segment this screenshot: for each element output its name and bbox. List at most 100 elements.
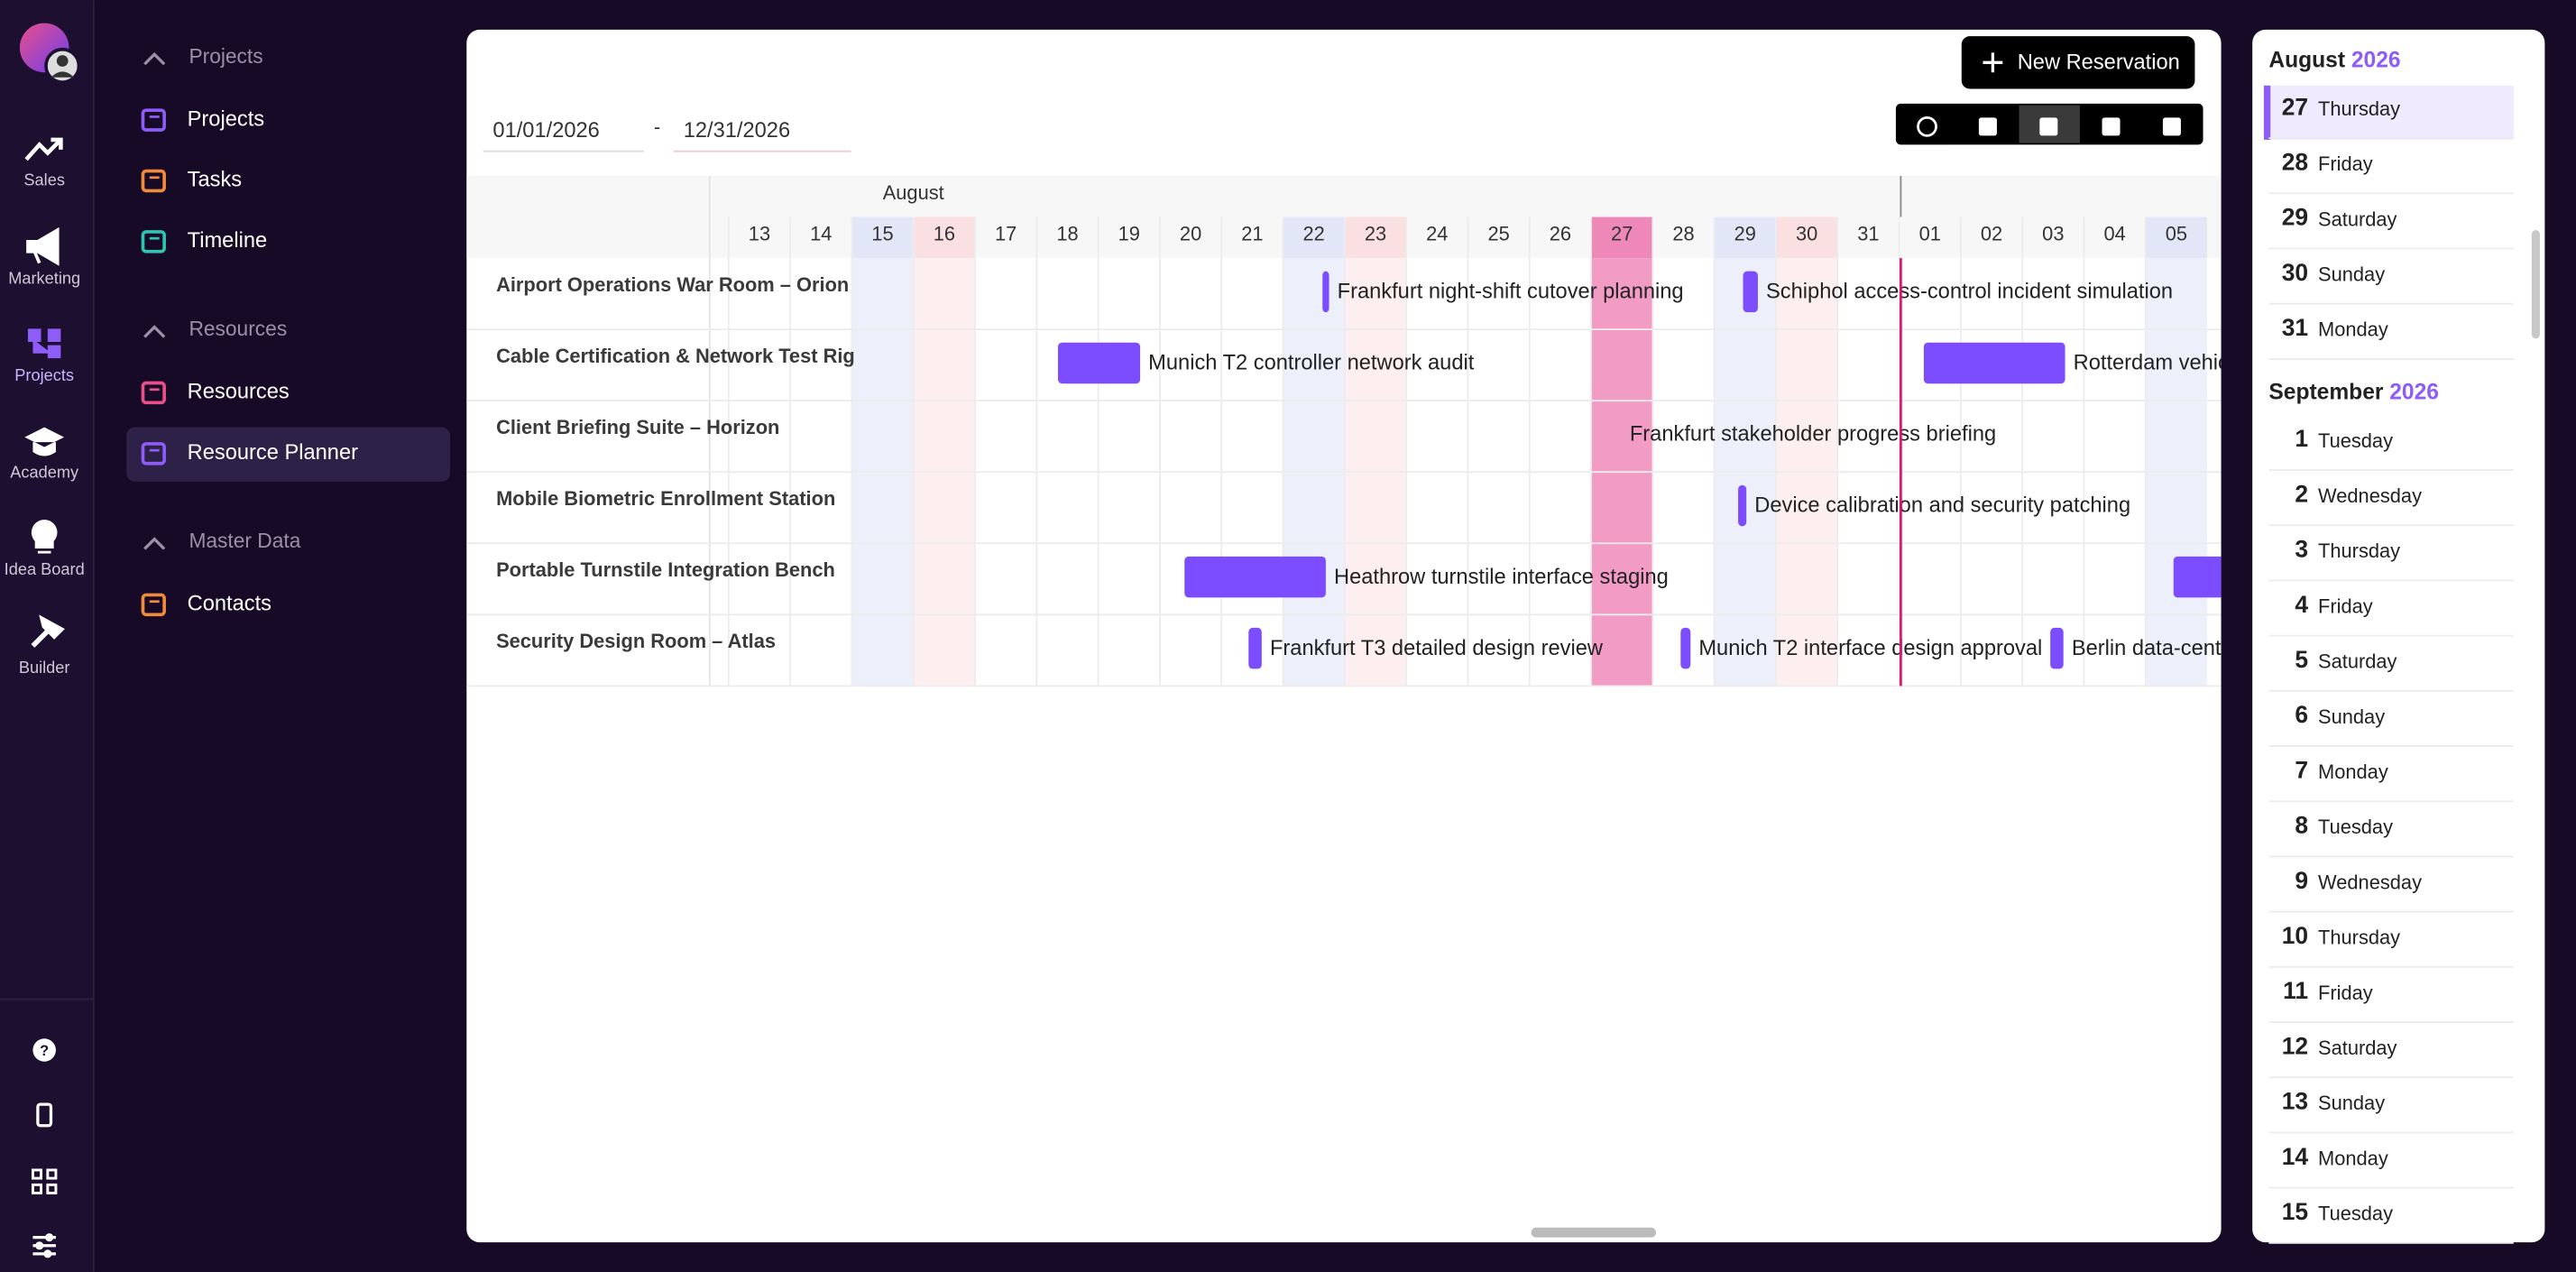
agenda-day-number[interactable]: 9 [2295,867,2308,894]
agenda-weekday[interactable]: Friday [2318,152,2373,175]
agenda-day-number[interactable]: 10 [2282,922,2308,949]
agenda-weekday[interactable]: Sunday [2318,263,2385,286]
agenda-day-number[interactable]: 5 [2295,646,2308,673]
day-column-bg [851,217,914,259]
booking-bar[interactable] [1248,627,1262,669]
agenda-weekday[interactable]: Friday [2318,982,2373,1004]
secondary-nav: Projects Projects Tasks Timeline Resources Re… [126,44,451,617]
agenda-weekday[interactable]: Thursday [2318,97,2400,120]
booking-label[interactable]: Frankfurt night-shift cutover planning [1338,281,1684,304]
h-scrollbar[interactable] [1531,1227,1656,1238]
agenda-weekday[interactable]: Tuesday [2318,1203,2393,1225]
booking-label[interactable]: Munich T2 controller network audit [1148,352,1475,375]
agenda-weekday[interactable]: Wednesday [2318,871,2422,893]
day-label: 22 [1303,222,1325,244]
agenda-weekday[interactable]: Wednesday [2318,484,2422,507]
nav-item[interactable]: Resource Planner [188,441,358,465]
new-reservation-button[interactable] [1961,36,2195,89]
v-scrollbar[interactable] [2531,230,2540,339]
agenda-day-number[interactable]: 15 [2282,1198,2308,1225]
agenda-day-number[interactable]: 13 [2282,1088,2308,1115]
chevron-up[interactable] [143,325,166,338]
agenda-weekday[interactable]: Sunday [2318,1092,2385,1114]
agenda-weekday[interactable]: Monday [2318,318,2388,341]
day-label: 25 [1487,222,1509,244]
agenda-day-number[interactable]: 31 [2282,314,2308,341]
nav-group-title[interactable]: Resources [189,317,287,340]
agenda-weekday[interactable]: Saturday [2318,650,2397,673]
booking-bar[interactable] [1738,484,1747,527]
booking-bar[interactable] [2050,627,2064,669]
new-reservation-label[interactable]: New Reservation [2018,51,2180,74]
agenda-day-number[interactable]: 2 [2295,480,2308,507]
agenda-day-number[interactable]: 12 [2282,1032,2308,1059]
agenda-day-number[interactable]: 1 [2295,425,2308,452]
chevron-up[interactable] [143,537,166,550]
nav-selected-bg [126,427,451,482]
agenda-day-number[interactable]: 11 [2283,977,2308,1004]
view-icon[interactable] [1917,115,1937,137]
booking-label[interactable]: Frankfurt T3 detailed design review [1270,637,1604,660]
agenda-weekday[interactable]: Monday [2318,1147,2388,1169]
agenda-day-number[interactable]: 7 [2295,756,2308,783]
booking-bar[interactable] [1743,271,1758,313]
agenda-weekday[interactable]: Tuesday [2318,816,2393,838]
nav-item[interactable]: Resources [188,381,290,404]
agenda-day-number[interactable]: 28 [2282,148,2308,175]
day-label: 29 [1734,222,1756,244]
booking-bar[interactable] [2173,556,2238,598]
nav-item[interactable]: Timeline [188,229,268,253]
agenda-day-number[interactable]: 30 [2282,259,2308,286]
apps-icon[interactable] [31,1168,58,1194]
view-icon[interactable] [2162,117,2181,136]
agenda-weekday[interactable]: Friday [2318,595,2373,617]
booking-bar[interactable] [1058,342,1141,384]
agenda-day-number[interactable]: 29 [2282,204,2308,231]
nav-item[interactable]: Contacts [188,593,271,616]
booking-bar[interactable] [1923,342,2065,384]
rail-label[interactable]: Projects [14,366,74,384]
booking-label[interactable]: Device calibration and security patching [1754,494,2130,518]
agenda-weekday[interactable]: Monday [2318,760,2388,783]
view-icon[interactable] [1978,117,1997,136]
booking-label[interactable]: Rotterdam vehic [2074,352,2229,375]
booking-bar[interactable] [1680,627,1691,669]
rail-label[interactable]: Marketing [8,270,80,288]
agenda-day-number[interactable]: 6 [2295,701,2308,728]
booking-label[interactable]: Munich T2 interface design approval [1698,637,2042,660]
booking-label[interactable]: Berlin data-cent [2072,637,2222,660]
booking-label[interactable]: Heathrow turnstile interface staging [1334,566,1669,589]
help-icon[interactable] [32,1038,56,1062]
date-to[interactable]: 12/31/2026 [684,119,790,143]
day-label: 04 [2103,222,2125,244]
agenda-day-number[interactable]: 14 [2282,1143,2309,1170]
date-from[interactable]: 01/01/2026 [492,119,599,143]
agenda-weekday[interactable]: Sunday [2318,705,2385,728]
mobile-icon[interactable] [36,1102,53,1128]
agenda-day-number[interactable]: 27 [2282,93,2308,120]
view-icon[interactable] [2039,117,2058,136]
agenda-weekday[interactable]: Thursday [2318,926,2400,949]
rail-label[interactable]: Academy [10,463,79,481]
booking-label[interactable]: Schiphol access-control incident simulat… [1766,281,2173,304]
nav-group-title[interactable]: Master Data [189,529,300,552]
view-icon[interactable] [2102,117,2121,136]
agenda-day-number[interactable]: 8 [2295,812,2308,839]
booking-bar[interactable] [1184,556,1326,598]
rail-label[interactable]: Sales [23,171,65,189]
nav-group-title[interactable]: Projects [189,44,262,68]
agenda-weekday[interactable]: Saturday [2318,207,2397,230]
booking-label[interactable]: Frankfurt stakeholder progress briefing [1630,423,1996,447]
settings-icon[interactable] [32,1233,56,1258]
rail-label[interactable]: Builder [19,659,70,677]
agenda-weekday[interactable]: Saturday [2318,1037,2397,1059]
chevron-up[interactable] [143,51,166,66]
nav-item[interactable]: Tasks [188,169,242,192]
agenda-weekday[interactable]: Tuesday [2318,429,2393,452]
booking-bar[interactable] [1322,271,1329,313]
agenda-weekday[interactable]: Thursday [2318,539,2400,562]
agenda-day-number[interactable]: 3 [2295,536,2308,563]
agenda-day-number[interactable]: 4 [2295,591,2308,618]
rail-label[interactable]: Idea Board [5,560,85,578]
nav-item[interactable]: Projects [188,107,264,131]
